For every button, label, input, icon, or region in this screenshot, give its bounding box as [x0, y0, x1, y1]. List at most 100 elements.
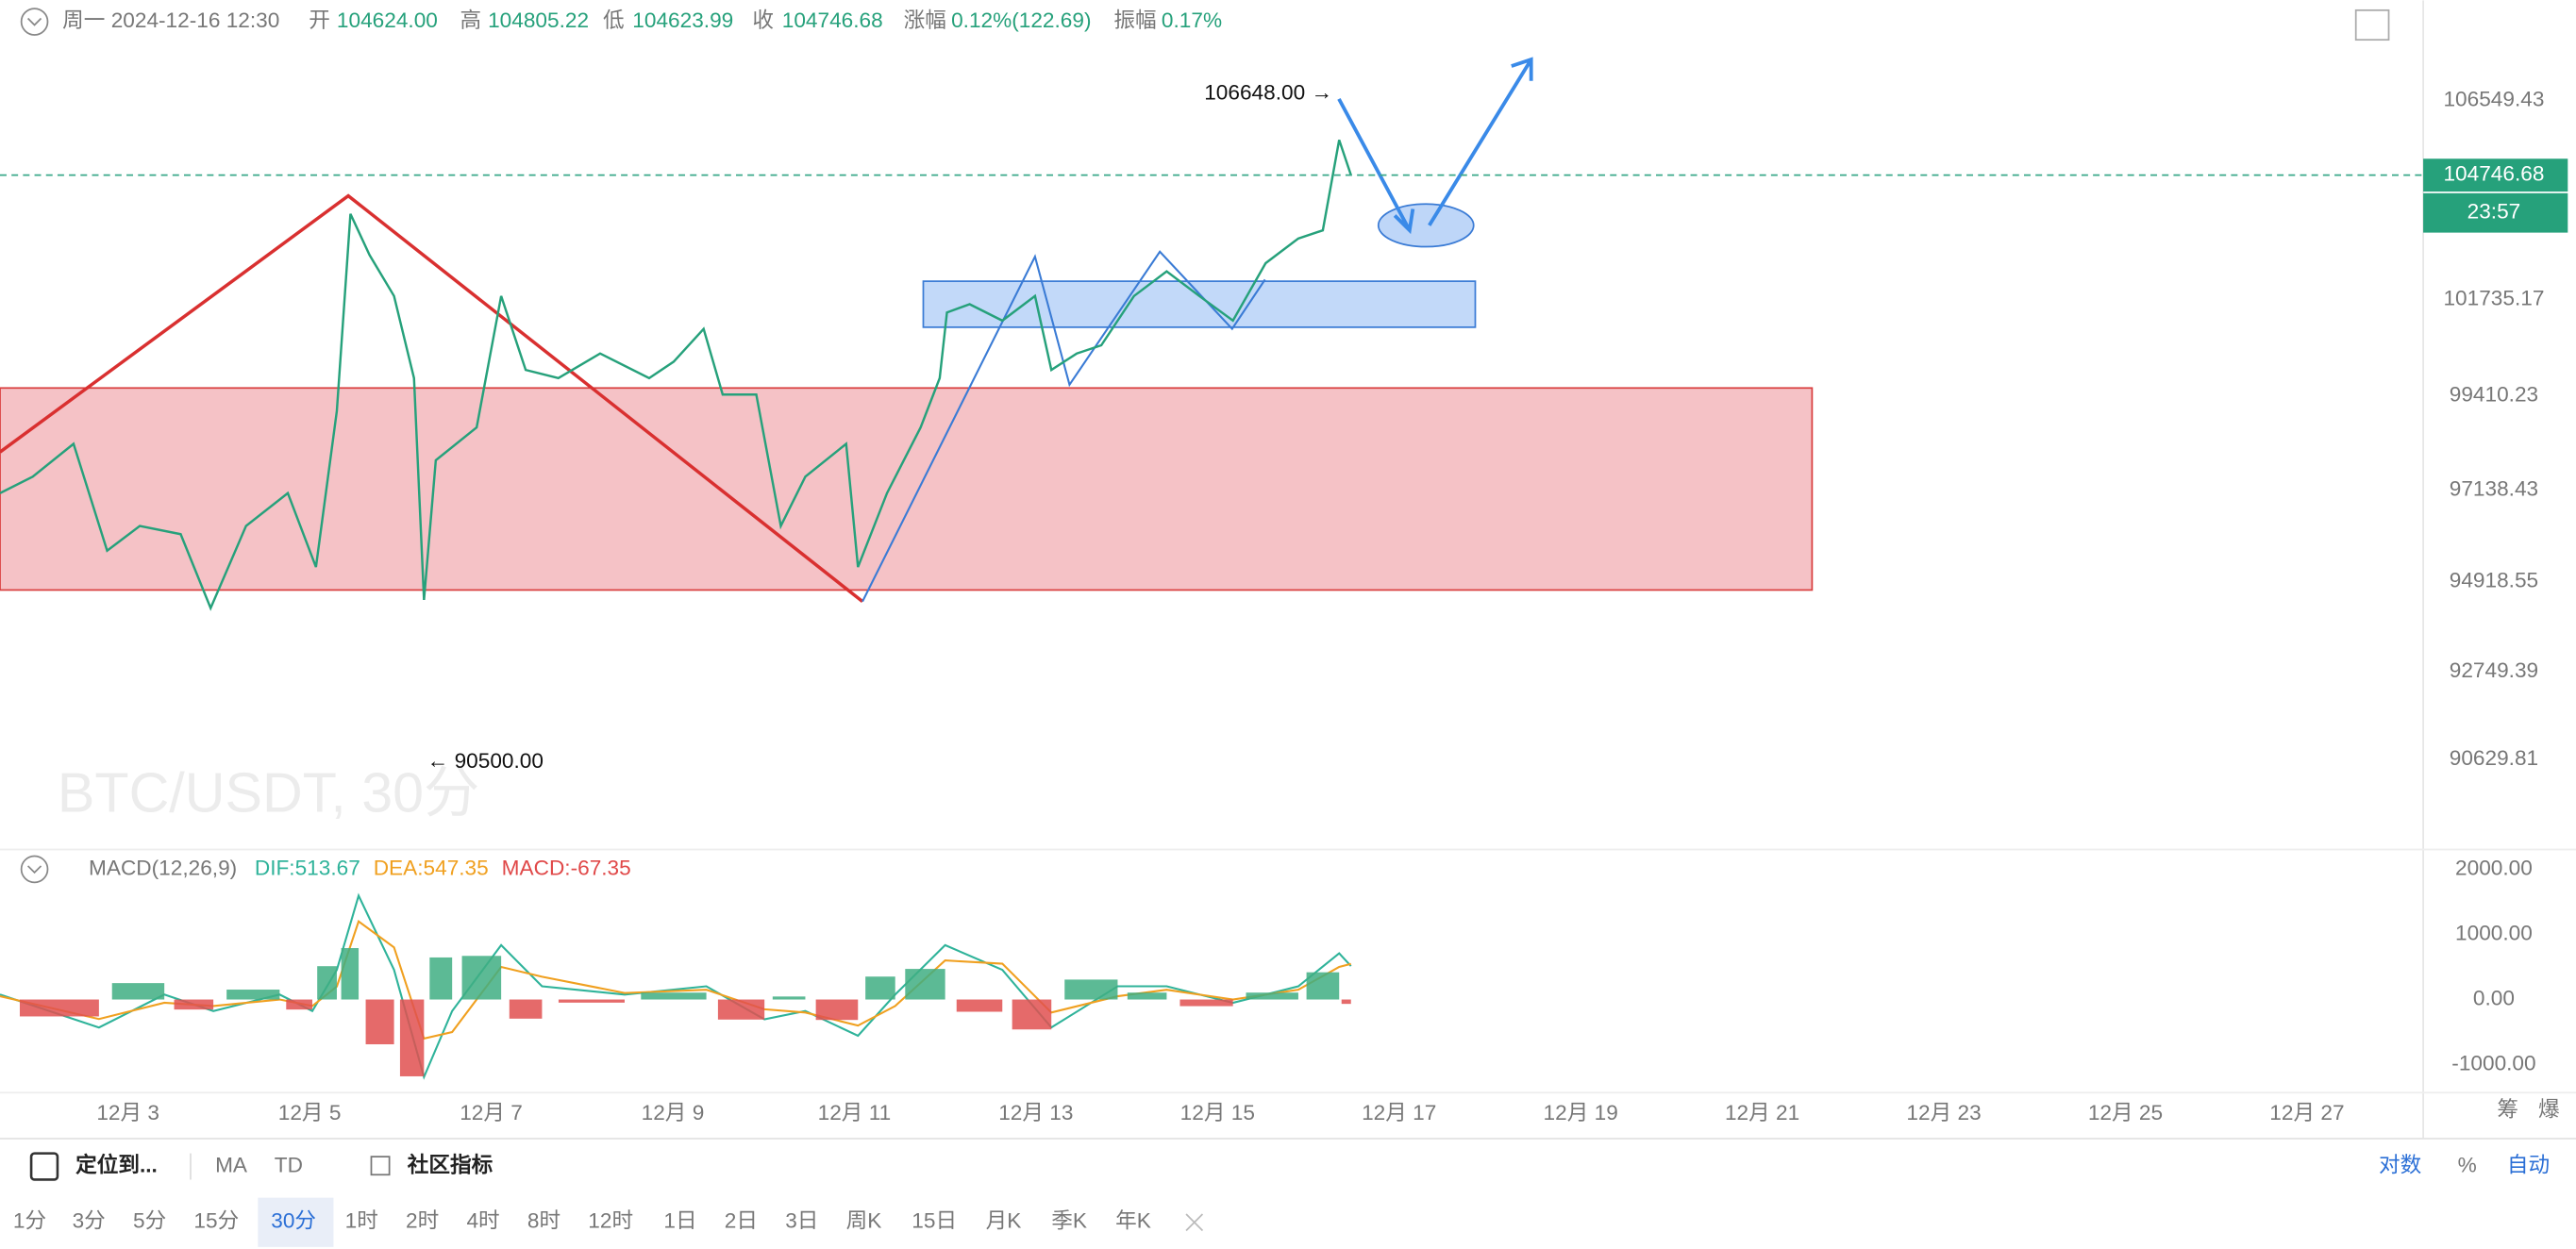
zone-blue	[922, 280, 1477, 328]
macd-bar	[772, 996, 806, 1000]
interval-button[interactable]: 季K	[1051, 1209, 1087, 1233]
x-tick-label: 12月 5	[278, 1101, 342, 1124]
interval-button[interactable]: 4时	[466, 1209, 499, 1233]
y-tick-label: 90629.81	[2450, 746, 2538, 770]
x-tick-label: 12月 9	[642, 1101, 705, 1124]
interval-button[interactable]: 5分	[133, 1209, 166, 1233]
annotation: ← 90500.00	[427, 749, 544, 773]
field-value: 104746.68	[782, 8, 883, 32]
collapse-icon	[26, 17, 42, 26]
x-tick-label: 12月 3	[96, 1101, 159, 1124]
interval-button[interactable]: 15分	[193, 1209, 239, 1233]
field-label: 低	[603, 8, 625, 32]
close-icon[interactable]	[1185, 1213, 1204, 1232]
toolbar-button[interactable]: 社区指标	[408, 1153, 493, 1177]
toolbar-button[interactable]: %	[2458, 1154, 2477, 1177]
interval-button[interactable]: 3分	[73, 1209, 106, 1233]
interval-button[interactable]: 1分	[13, 1209, 46, 1233]
macd-bar	[429, 957, 453, 1000]
target-ellipse	[1377, 203, 1475, 248]
legend-entry: DEA:547.35	[374, 856, 489, 879]
fullscreen-icon[interactable]	[2354, 8, 2390, 42]
indicator-title: MACD(12,26,9)	[89, 856, 237, 879]
macd-bar	[1341, 999, 1351, 1005]
interval-button[interactable]: 30分	[271, 1209, 316, 1233]
layout	[0, 0, 2576, 1181]
macd-bar	[317, 966, 337, 1000]
macd-bar	[365, 999, 394, 1045]
interval-button[interactable]: 月K	[986, 1209, 1022, 1233]
macd-bar	[19, 999, 99, 1017]
interval-button[interactable]: 1日	[663, 1209, 696, 1233]
toolbar-button[interactable]: MA	[215, 1154, 248, 1177]
y-tick-label: 92749.39	[2450, 658, 2538, 682]
interval-button[interactable]: 2日	[725, 1209, 758, 1233]
interval-button[interactable]: 15日	[912, 1209, 957, 1233]
side-button[interactable]: 筹	[2497, 1097, 2518, 1121]
macd-bar	[1064, 979, 1118, 1000]
x-tick-label: 12月 13	[998, 1101, 1073, 1124]
y-tick-label: 1000.00	[2455, 921, 2533, 944]
interval-button[interactable]: 3日	[785, 1209, 818, 1233]
x-tick-label: 12月 25	[2088, 1101, 2163, 1124]
x-tick-label: 12月 21	[1725, 1101, 1799, 1124]
field-value: 104805.22	[488, 8, 589, 32]
x-tick-label: 12月 19	[1544, 1101, 1618, 1124]
interval-button[interactable]: 周K	[846, 1209, 882, 1233]
toolbar-button[interactable]: TD	[275, 1154, 303, 1177]
trend-red	[0, 193, 864, 603]
field-label: 涨幅	[904, 8, 946, 32]
macd-bar	[226, 990, 280, 1000]
x-tick-label: 12月 23	[1906, 1101, 1981, 1124]
field-label: 收	[752, 8, 774, 32]
price-tag	[2423, 158, 2568, 192]
x-tick-label: 12月 7	[460, 1101, 523, 1124]
macd-bar	[111, 983, 165, 1000]
interval-button[interactable]: 年K	[1115, 1209, 1151, 1233]
macd-bar	[956, 999, 1003, 1012]
field-value: 0.12%(122.69)	[951, 8, 1091, 32]
interval-button[interactable]: 8时	[527, 1209, 560, 1233]
indicator-icon[interactable]	[370, 1156, 391, 1176]
interval-button[interactable]: 2时	[406, 1209, 439, 1233]
field-label: 高	[460, 8, 481, 32]
price-line	[0, 139, 1352, 611]
collapse-icon[interactable]	[20, 8, 49, 36]
arrows	[1337, 57, 1533, 235]
countdown: 23:57	[2467, 200, 2521, 224]
toolbar-button[interactable]: 自动	[2507, 1154, 2550, 1177]
y-tick-label: 94918.55	[2450, 569, 2538, 592]
y-tick-label: -1000.00	[2451, 1052, 2535, 1075]
annotation: 106648.00 →	[1204, 81, 1332, 105]
toolbar-button[interactable]: 定位到...	[75, 1153, 158, 1177]
field-value: 104624.00	[337, 8, 438, 32]
trend-blue	[861, 250, 1266, 603]
watermark: BTC/USDT, 30分	[58, 760, 479, 824]
x-tick-label: 12月 17	[1362, 1101, 1436, 1124]
macd-line	[0, 920, 1351, 1041]
interval-selected-bg	[258, 1197, 334, 1247]
interval-button[interactable]: 1时	[345, 1209, 378, 1233]
macd-bar	[717, 999, 765, 1020]
interval-button[interactable]: 12时	[588, 1209, 633, 1233]
toolbar-button[interactable]: 对数	[2379, 1154, 2421, 1177]
legend-entry: MACD:-67.35	[502, 856, 631, 879]
side-button[interactable]: 爆	[2538, 1097, 2560, 1121]
price-tag-label: 104746.68	[2443, 162, 2544, 186]
collapse-icon[interactable]	[20, 855, 49, 884]
calendar-icon[interactable]	[29, 1152, 59, 1181]
y-tick-label: 101735.17	[2443, 287, 2544, 310]
macd-bar	[1306, 972, 1340, 1000]
zone-red	[0, 387, 1814, 591]
macd-bar	[1012, 999, 1052, 1030]
macd-bar	[1246, 992, 1298, 1000]
x-tick-label: 12月 27	[2269, 1101, 2344, 1124]
collapse-icon	[26, 865, 42, 874]
macd-line	[0, 892, 1352, 1080]
macd-bar	[1127, 992, 1167, 1000]
macd-bar	[641, 992, 707, 1000]
field-value: 104623.99	[632, 8, 733, 32]
macd-bar	[509, 999, 543, 1019]
